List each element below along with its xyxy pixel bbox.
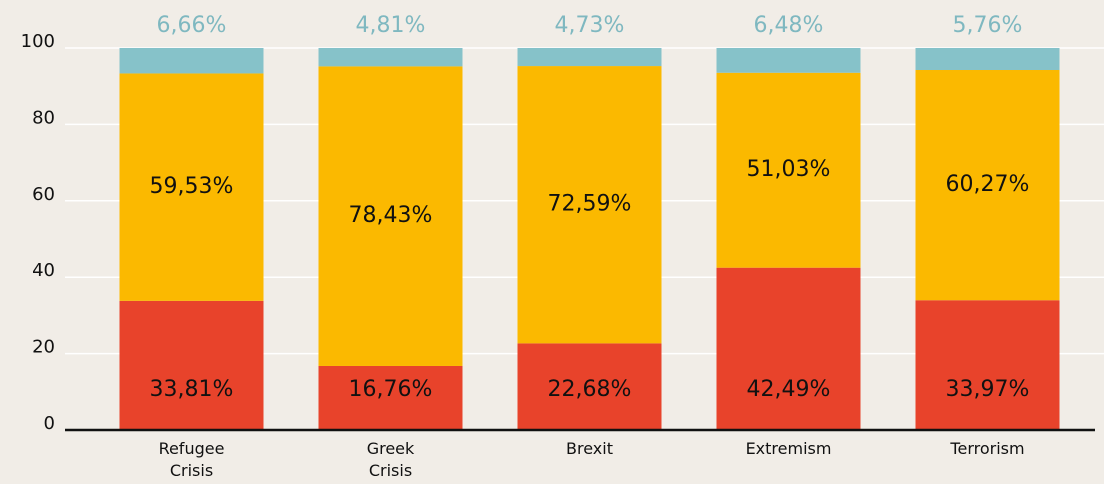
y-tick-label: 40 <box>32 260 55 281</box>
value-label: 6,66% <box>157 13 227 38</box>
value-label: 51,03% <box>747 157 831 182</box>
bar-segment <box>119 48 264 74</box>
bar-segment <box>318 66 463 366</box>
x-tick-label: Terrorism <box>949 439 1024 458</box>
bar-segment <box>318 48 463 67</box>
bar-segment <box>318 365 463 430</box>
bar-segment <box>517 343 662 430</box>
value-label: 60,27% <box>946 172 1030 197</box>
value-label: 33,81% <box>150 377 234 402</box>
value-label: 4,81% <box>356 13 426 38</box>
bar-segment <box>716 48 861 73</box>
value-label: 5,76% <box>953 13 1023 38</box>
value-label: 59,53% <box>150 174 234 199</box>
bar-segment <box>915 70 1060 301</box>
value-label: 6,48% <box>754 13 824 38</box>
bar-segment <box>517 66 662 344</box>
bar-segment <box>119 300 264 430</box>
y-tick-label: 20 <box>32 337 55 358</box>
value-label: 22,68% <box>548 377 632 402</box>
x-tick-label: Brexit <box>566 439 613 458</box>
bar-segment <box>517 48 662 67</box>
value-label: 72,59% <box>548 192 632 217</box>
value-label: 42,49% <box>747 377 831 402</box>
y-tick-label: 0 <box>44 413 55 434</box>
bar-segment <box>915 48 1060 71</box>
bar-segment <box>716 267 861 430</box>
value-label: 16,76% <box>349 377 433 402</box>
y-tick-label: 60 <box>32 184 55 205</box>
y-tick-label: 100 <box>21 31 55 52</box>
bar-segment <box>119 73 264 301</box>
x-tick-label: Greek Crisis <box>367 439 415 480</box>
value-label: 4,73% <box>555 13 625 38</box>
value-label: 78,43% <box>349 203 433 228</box>
x-tick-label: Extremism <box>746 439 832 458</box>
value-label: 33,97% <box>946 377 1030 402</box>
y-tick-label: 80 <box>32 107 55 128</box>
x-tick-label: Refugee Crisis <box>159 439 225 480</box>
bar-segment <box>716 72 861 268</box>
bar-segment <box>915 300 1060 430</box>
